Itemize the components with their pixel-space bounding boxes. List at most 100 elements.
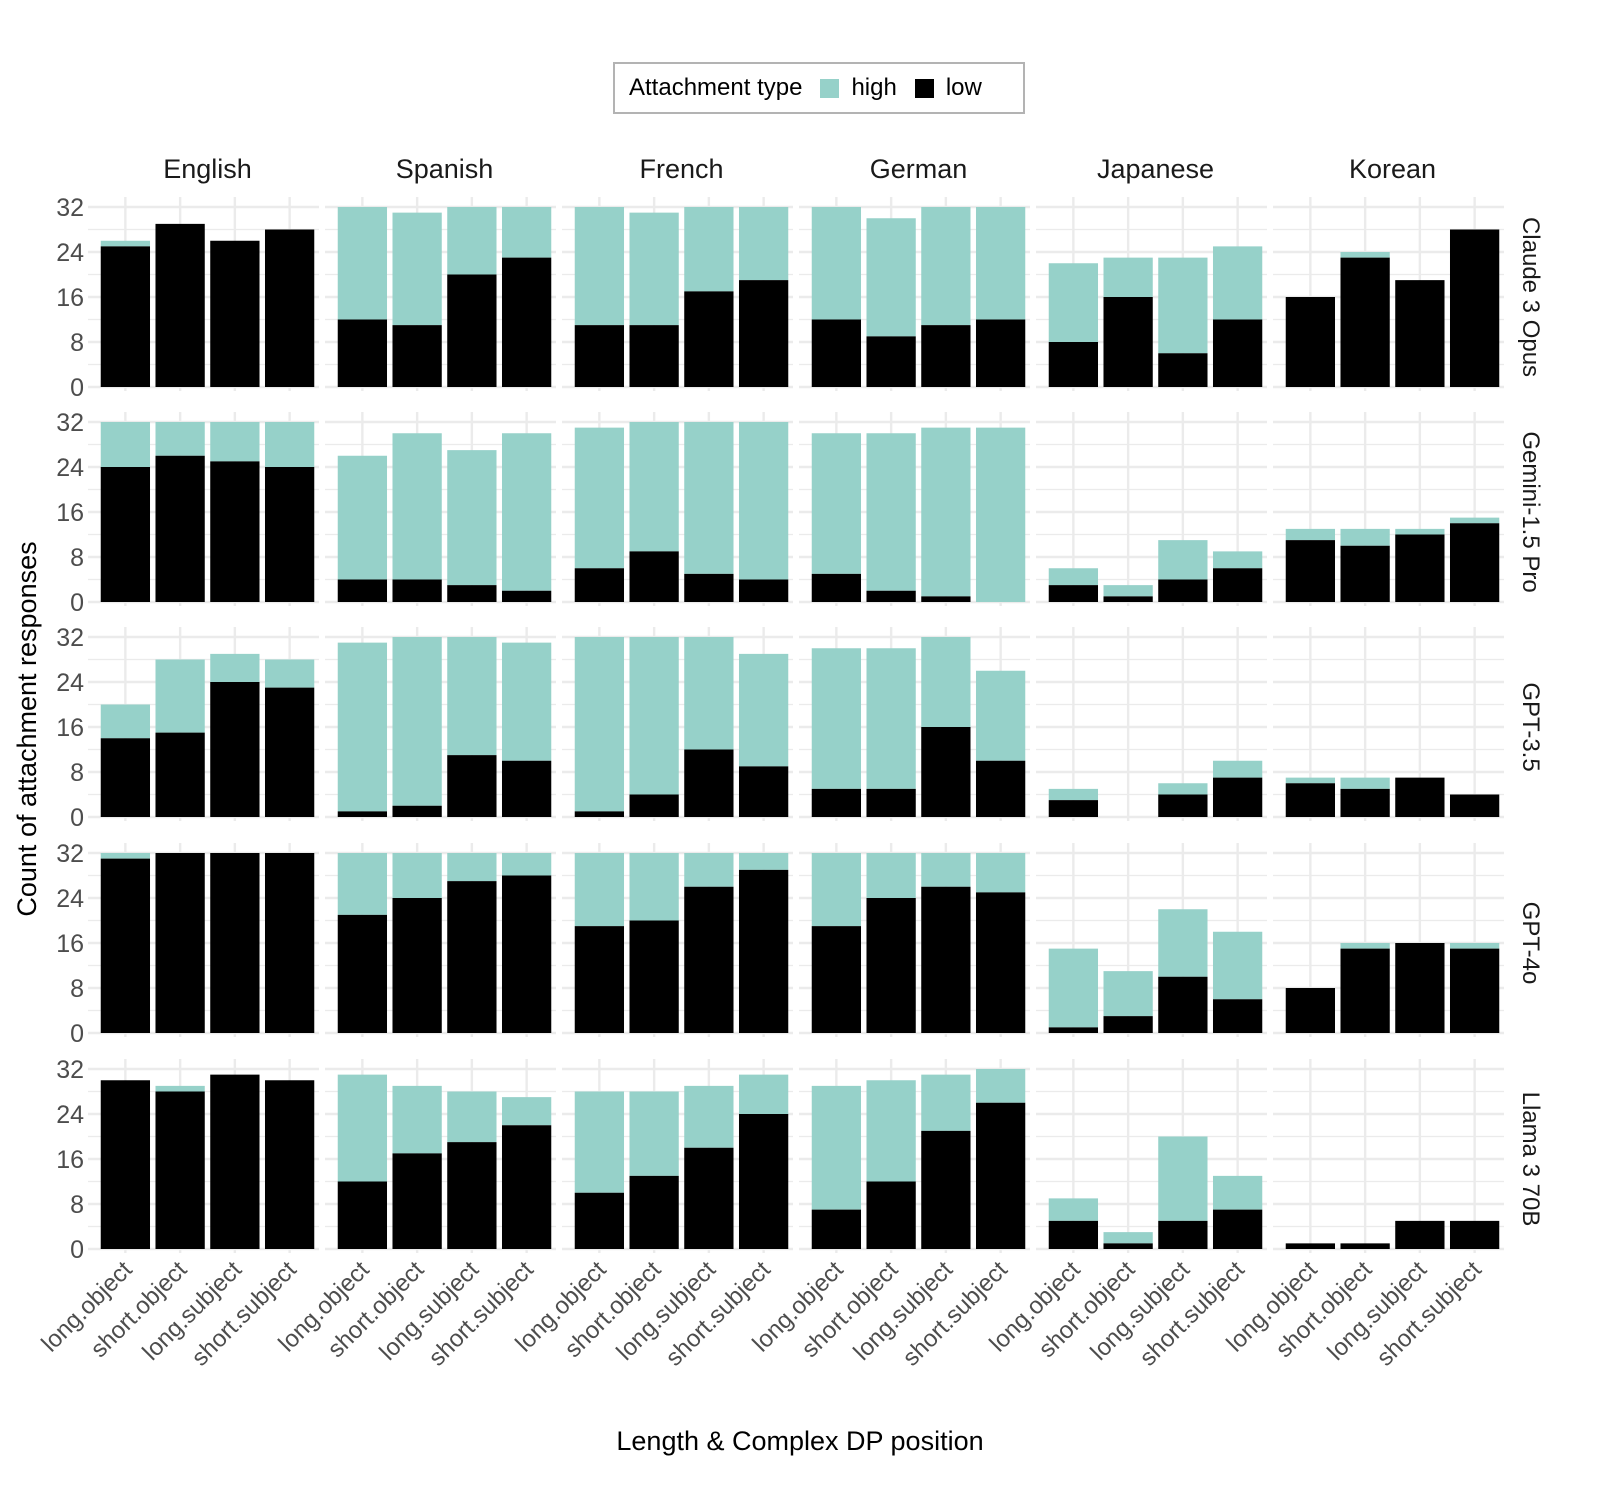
bar-low xyxy=(574,1192,625,1249)
bar-high xyxy=(264,659,315,688)
facet-row-label: Llama 3 70B xyxy=(1517,1092,1544,1227)
bar-high xyxy=(1340,252,1390,258)
bar-high xyxy=(684,422,734,574)
bar-high xyxy=(921,207,971,326)
bar-high xyxy=(447,637,497,756)
bar-low xyxy=(1449,948,1500,1033)
bar-low xyxy=(447,881,497,1033)
bar-low xyxy=(1048,342,1099,387)
bar-low xyxy=(392,1153,442,1249)
bar-high xyxy=(975,427,1026,602)
bar-high xyxy=(1048,788,1099,801)
bar-high xyxy=(738,653,789,767)
bar-low xyxy=(574,325,625,387)
facet-row-label: GPT-4o xyxy=(1517,902,1544,985)
bar-low xyxy=(1340,1243,1390,1249)
bar-low xyxy=(264,687,315,817)
x-axis-title: Length & Complex DP position xyxy=(616,1426,983,1456)
bar-low xyxy=(975,319,1026,387)
bar-high xyxy=(1158,257,1208,354)
bar-low xyxy=(629,1175,679,1249)
legend-key-high xyxy=(820,78,840,98)
bar-low xyxy=(684,291,734,387)
bar-low xyxy=(738,766,789,817)
bar-high xyxy=(574,207,625,326)
y-tick-label: 32 xyxy=(56,1056,84,1084)
bar-low xyxy=(155,853,205,1033)
bar-high xyxy=(975,670,1026,761)
bar-low xyxy=(1158,976,1208,1033)
bar-high xyxy=(574,637,625,812)
bar-high xyxy=(501,1097,552,1126)
bar-low xyxy=(100,738,151,817)
bar-high xyxy=(1048,1198,1099,1221)
bar-high xyxy=(1158,1136,1208,1221)
bar-low xyxy=(210,1074,260,1249)
bar-low xyxy=(501,1125,552,1249)
y-tick-label: 0 xyxy=(70,589,84,617)
bar-high xyxy=(264,422,315,467)
bar-low xyxy=(866,590,916,602)
bar-high xyxy=(975,853,1026,893)
bar-high xyxy=(1103,971,1153,1017)
y-tick-label: 8 xyxy=(70,1191,84,1219)
bar-high xyxy=(447,207,497,275)
bar-low xyxy=(264,467,315,602)
bar-high xyxy=(866,853,916,898)
bar-high xyxy=(337,1074,388,1182)
bar-low xyxy=(1449,1220,1500,1249)
y-tick-label: 32 xyxy=(56,840,84,868)
bar-high xyxy=(1449,943,1500,949)
bar-low xyxy=(629,325,679,387)
bar-high xyxy=(210,422,260,462)
bar-low xyxy=(684,573,734,602)
bar-low xyxy=(1340,545,1390,602)
bar-high xyxy=(501,642,552,761)
legend-title: Attachment type xyxy=(629,74,803,101)
y-tick-label: 32 xyxy=(56,194,84,222)
bar-high xyxy=(574,427,625,569)
bar-high xyxy=(392,433,442,580)
bar-high xyxy=(684,853,734,887)
bar-high xyxy=(447,1091,497,1143)
y-tick-label: 16 xyxy=(56,714,84,742)
bar-low xyxy=(264,229,315,387)
bar-high xyxy=(975,207,1026,320)
y-tick-label: 24 xyxy=(56,885,84,913)
bar-low xyxy=(1395,777,1445,817)
bar-high xyxy=(501,207,552,258)
bar-high xyxy=(1395,528,1445,535)
bar-low xyxy=(921,727,971,817)
bar-low xyxy=(100,246,151,387)
bar-low xyxy=(738,1114,789,1249)
bar-low xyxy=(501,760,552,817)
bar-low xyxy=(1212,319,1263,387)
bar-low xyxy=(155,223,205,387)
bar-low xyxy=(1158,1220,1208,1249)
bar-low xyxy=(811,788,862,817)
bar-low xyxy=(1395,280,1445,387)
bar-low xyxy=(866,1181,916,1249)
facet-row-label: GPT-3.5 xyxy=(1517,682,1544,771)
bar-high xyxy=(975,1069,1026,1103)
bar-low xyxy=(1395,943,1445,1033)
bar-low xyxy=(337,319,388,387)
bar-high xyxy=(738,853,789,870)
bar-low xyxy=(1103,596,1153,602)
bar-low xyxy=(1395,1220,1445,1249)
bar-low xyxy=(1048,800,1099,817)
bar-low xyxy=(1212,999,1263,1033)
bar-low xyxy=(738,869,789,1033)
bar-low xyxy=(1449,523,1500,602)
bar-low xyxy=(264,853,315,1033)
bar-high xyxy=(337,853,388,915)
bar-high xyxy=(866,218,916,337)
bar-high xyxy=(684,1085,734,1148)
bar-low xyxy=(392,579,442,602)
y-tick-label: 24 xyxy=(56,669,84,697)
bar-high xyxy=(501,433,552,591)
bar-low xyxy=(392,898,442,1033)
bar-low xyxy=(921,1130,971,1249)
bar-low xyxy=(975,760,1026,817)
